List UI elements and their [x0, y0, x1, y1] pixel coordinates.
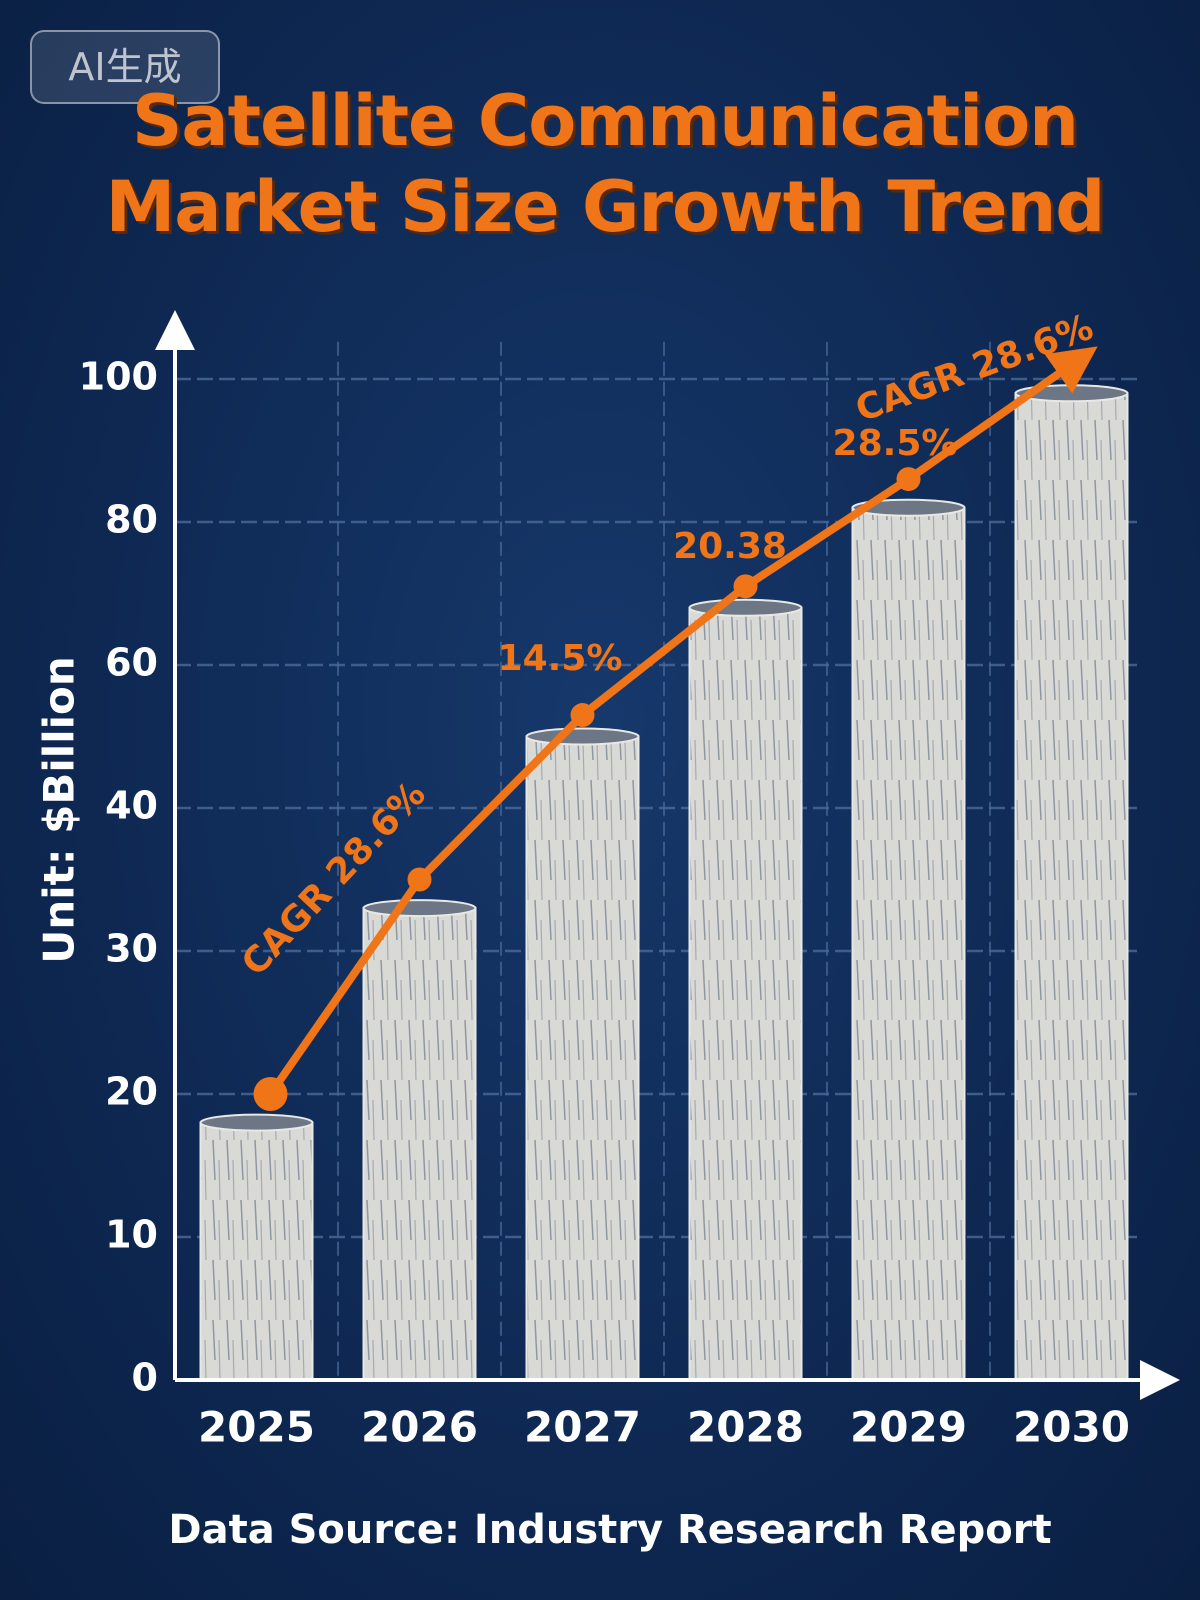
chart-title: Satellite Communication Market Size Grow…	[105, 80, 1106, 248]
annotation: 14.5%	[498, 638, 623, 679]
x-tick-label: 2028	[687, 1403, 804, 1452]
grid	[175, 341, 1143, 1382]
source: Data Source: Industry Research Report	[168, 1507, 1051, 1553]
trend-point	[570, 703, 595, 728]
y-tick-label: 40	[105, 784, 158, 828]
bar-top	[525, 727, 640, 746]
x-tick-label: 2025	[198, 1403, 315, 1452]
bar	[851, 506, 966, 1381]
trend-point	[253, 1077, 288, 1111]
trend-point	[407, 867, 432, 892]
x-tick-label: 2029	[850, 1403, 967, 1452]
bar-top	[851, 498, 966, 517]
bar	[525, 735, 640, 1381]
y-axis-label: Unit: $Billion	[35, 656, 84, 963]
y-tick-label: 80	[105, 498, 158, 542]
bar	[688, 606, 803, 1381]
trend-point	[733, 574, 758, 599]
trend-point	[896, 467, 921, 492]
x-tick-label: 2030	[1013, 1403, 1130, 1452]
y-tick-label: 0	[132, 1356, 158, 1400]
bar	[1014, 392, 1129, 1381]
y-tick-label: 30	[105, 927, 158, 971]
bar-top	[199, 1113, 314, 1132]
y-tick-label: 20	[105, 1070, 158, 1114]
trend-line	[267, 346, 1098, 1097]
annotation: 28.5%	[833, 423, 958, 464]
annotation: 20.38	[673, 526, 787, 567]
bar-top	[362, 899, 477, 918]
x-tick-label: 2026	[361, 1403, 478, 1452]
bar	[362, 907, 477, 1381]
y-tick-label: 100	[79, 355, 158, 399]
y-tick-label: 60	[105, 641, 158, 685]
y-tick-label: 10	[105, 1213, 158, 1257]
watermark: AI生成	[30, 30, 220, 104]
bar	[199, 1121, 314, 1381]
x-tick-label: 2027	[524, 1403, 641, 1452]
